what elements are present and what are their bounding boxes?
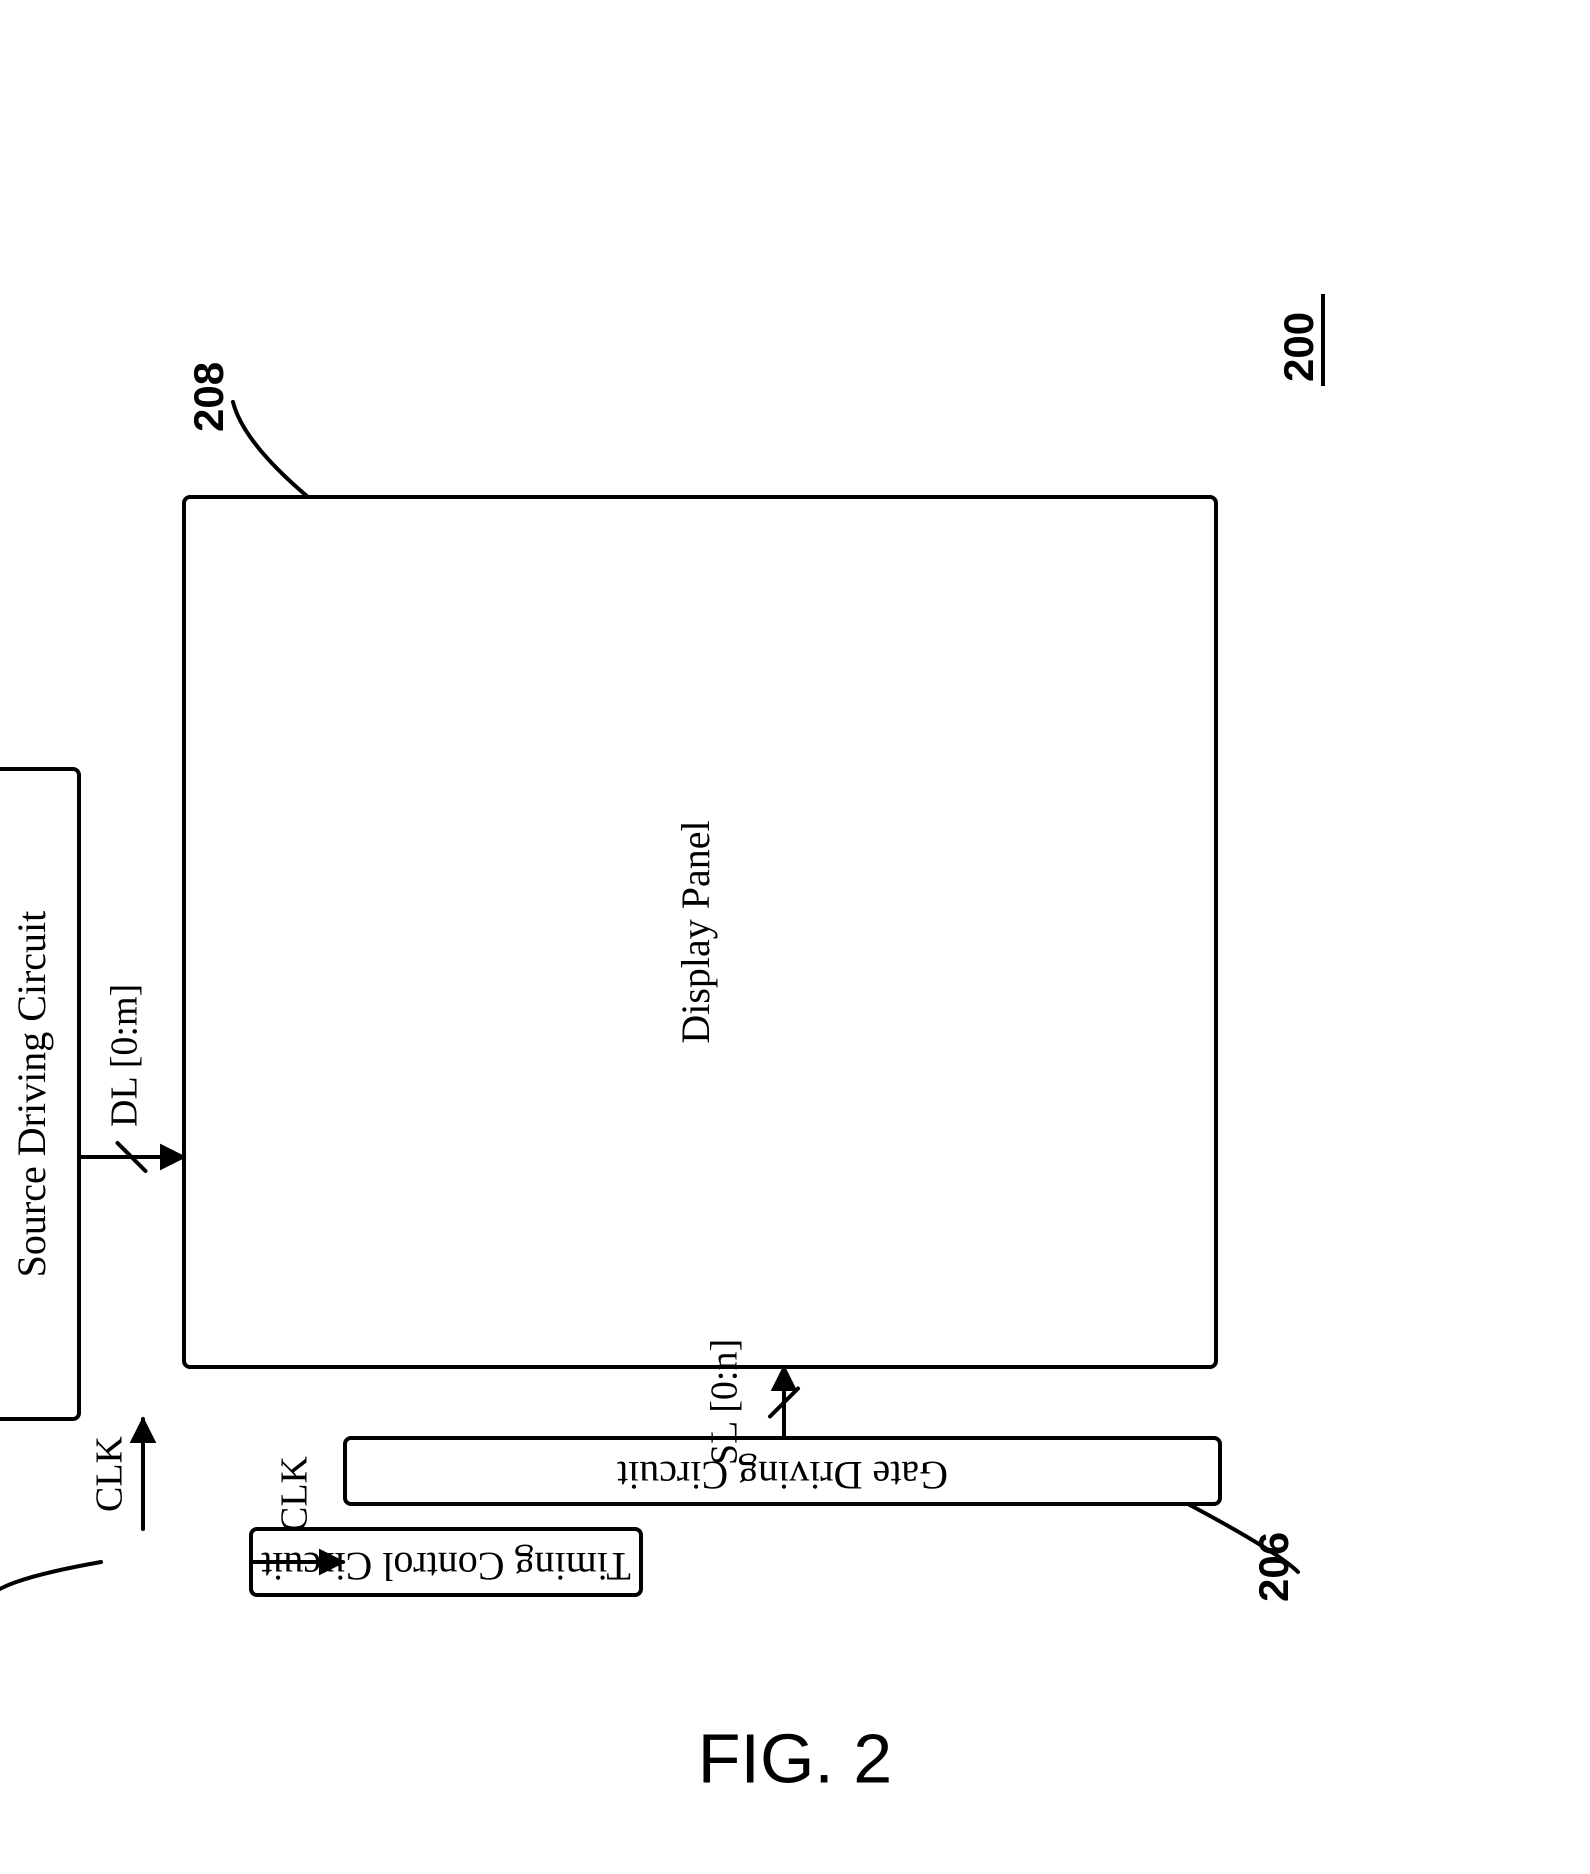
ref-r206-label: 206 [1250,1532,1297,1602]
ref-r202-leader [0,1562,101,1602]
clk_to_gate-label: CLK [274,1455,316,1532]
display-label: Display Panel [673,820,718,1043]
clk_to_source-label: CLK [89,1435,131,1512]
dl-label: DL [0:m] [104,984,146,1127]
gate-label: Gate Driving Circuit [617,1453,948,1498]
ref-r208-leader [233,402,308,497]
sl-label: SL [0:n] [704,1339,746,1465]
ref-r200-label: 200 [1275,312,1322,382]
timing-label: Timing Control Circuit [261,1544,631,1589]
figure-label: FIG. 2 [698,1719,892,1797]
source-label: Source Driving Circuit [9,911,54,1278]
ref-r208-label: 208 [185,362,232,432]
